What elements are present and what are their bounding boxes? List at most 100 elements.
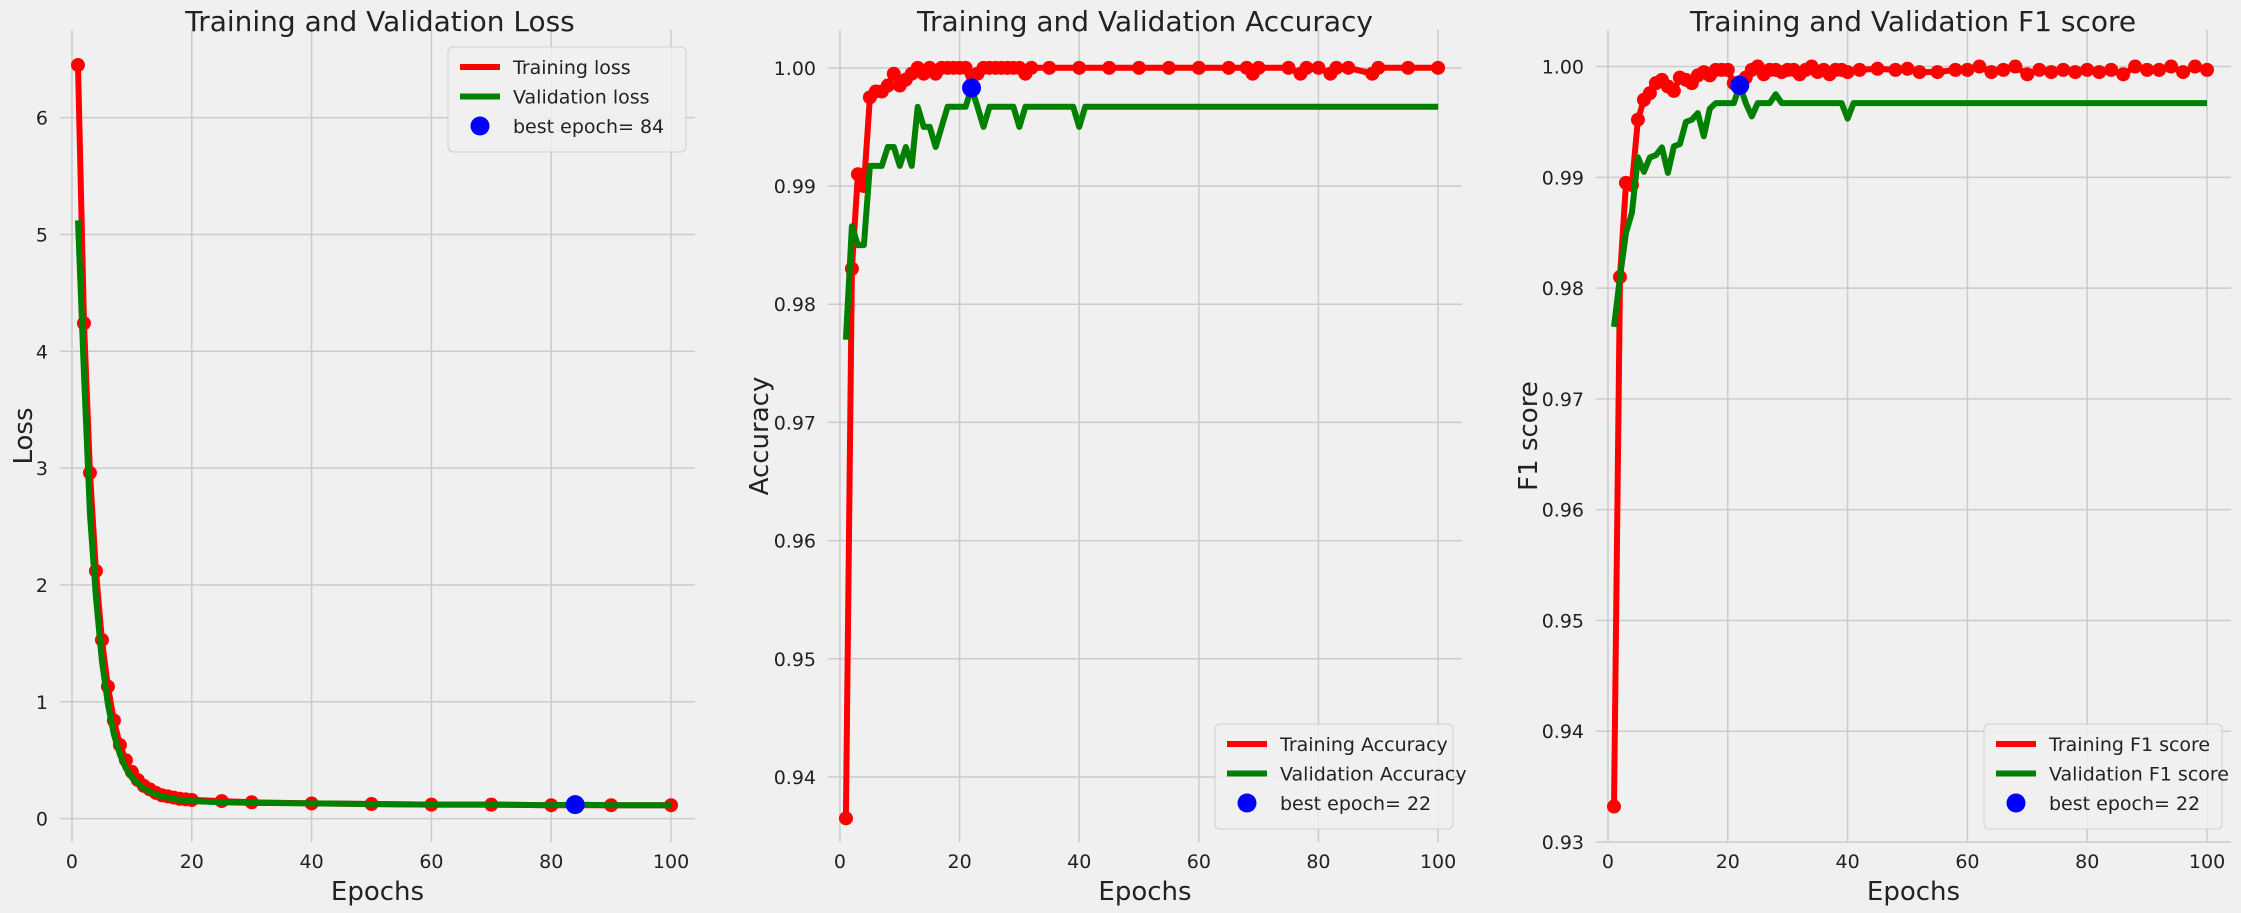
y-tick-label: 4 [36, 341, 48, 363]
legend-swatch [1237, 793, 1257, 813]
legend-box [1214, 723, 1454, 830]
y-axis-label: F1 score [1514, 381, 1544, 491]
legend-entry-label: Training loss [512, 57, 631, 79]
best-epoch-point [1730, 75, 1750, 95]
series-group [838, 60, 1446, 826]
chart-panel-1: 0 20 40 60 80 100 0 1 2 3 4 5 6 Training and Validati… [9, 5, 695, 907]
training-point [1888, 62, 1903, 77]
training-point [1984, 65, 1999, 80]
best-epoch-point [962, 78, 982, 98]
x-axis-label: Epochs [331, 877, 424, 907]
y-tick-label: 0.98 [774, 294, 816, 316]
y-tick-label: 1.00 [774, 58, 816, 80]
legend: Training loss Validation loss best epoch= … [447, 46, 687, 153]
x-tick-label: 60 [1187, 851, 1211, 873]
x-tick-label: 100 [2189, 851, 2225, 873]
training-point [1912, 65, 1927, 80]
training-point [1870, 61, 1885, 76]
validation-series-line [1611, 82, 2207, 328]
y-tick-label: 0.96 [774, 531, 816, 553]
legend-entry-label: best epoch= 84 [513, 116, 664, 138]
training-point [2068, 65, 2083, 80]
training-point [2140, 62, 2155, 77]
x-tick-label: 20 [180, 851, 204, 873]
training-point [958, 60, 973, 75]
x-tick-label: 100 [653, 851, 689, 873]
y-tick-label: 6 [36, 108, 48, 130]
legend-entry-label: Validation F1 score [2049, 764, 2229, 786]
training-point [664, 798, 679, 813]
y-tick-label: 0.94 [774, 767, 816, 789]
y-tick-label: 5 [36, 224, 48, 246]
training-point [1840, 65, 1855, 80]
training-point [1072, 60, 1087, 75]
x-tick-label: 80 [2075, 851, 2099, 873]
training-point [2188, 59, 2203, 74]
training-point [2116, 67, 2131, 82]
training-point [838, 811, 853, 826]
training-point [2152, 62, 2167, 77]
training-point [1329, 60, 1344, 75]
validation-series-line [75, 220, 671, 809]
x-tick-label: 0 [834, 851, 846, 873]
legend-entry-label: Training Accuracy [1279, 734, 1448, 756]
training-point [2092, 65, 2107, 80]
training-point [1341, 60, 1356, 75]
series-group [1606, 59, 2215, 814]
training-point [1431, 60, 1446, 75]
training-point [1666, 83, 1681, 98]
training-point [1102, 60, 1117, 75]
training-point [1960, 62, 1975, 77]
training-point [1311, 60, 1326, 75]
training-point [850, 167, 865, 182]
x-tick-label: 80 [539, 851, 563, 873]
plot-area [828, 30, 1462, 842]
x-axis-label: Epochs [1098, 877, 1191, 907]
training-point [1401, 60, 1416, 75]
x-tick-label: 80 [1306, 851, 1330, 873]
y-axis-label: Loss [9, 407, 39, 464]
y-tick-label: 0.93 [1542, 832, 1584, 854]
legend: Training F1 score Validation F1 score best… [1983, 723, 2229, 830]
training-point [1281, 60, 1296, 75]
legend: Training Accuracy Validation Accuracy best… [1214, 723, 1467, 830]
y-tick-label: 1 [36, 692, 48, 714]
training-point [2128, 59, 2143, 74]
y-tick-label: 0.94 [1542, 721, 1584, 743]
training-point [1996, 62, 2011, 77]
x-tick-label: 60 [1955, 851, 1979, 873]
training-point [1606, 799, 1621, 814]
x-tick-label: 40 [1836, 851, 1860, 873]
training-point [2032, 62, 2047, 77]
training-point [1630, 112, 1645, 127]
training-point [2176, 65, 2191, 80]
training-point [2008, 59, 2023, 74]
training-point [1251, 60, 1266, 75]
x-tick-label: 0 [66, 851, 78, 873]
training-point [2104, 62, 2119, 77]
training-point [1024, 60, 1039, 75]
training-point [2020, 67, 2035, 82]
training-point [70, 58, 85, 73]
x-axis-label: Epochs [1867, 877, 1960, 907]
y-tick-label: 0.96 [1542, 500, 1584, 522]
x-tick-label: 0 [1602, 851, 1614, 873]
legend-entry-label: Validation loss [513, 87, 650, 109]
y-tick-label: 0.98 [1542, 278, 1584, 300]
x-tick-label: 40 [1067, 851, 1091, 873]
y-tick-label: 0.97 [774, 412, 816, 434]
training-point [1132, 60, 1147, 75]
training-point [1191, 60, 1206, 75]
training-point [1299, 60, 1314, 75]
chart-title: Training and Validation Accuracy [916, 5, 1373, 38]
training-point [1042, 60, 1057, 75]
series-group [70, 58, 679, 815]
training-point [1948, 62, 1963, 77]
plot-area [1596, 30, 2231, 842]
legend-entry-label: Training F1 score [2048, 734, 2210, 756]
chart-title: Training and Validation F1 score [1689, 5, 2136, 38]
y-tick-label: 3 [36, 458, 48, 480]
training-point [2200, 62, 2215, 77]
training-point [2080, 62, 2095, 77]
training-point [2056, 62, 2071, 77]
